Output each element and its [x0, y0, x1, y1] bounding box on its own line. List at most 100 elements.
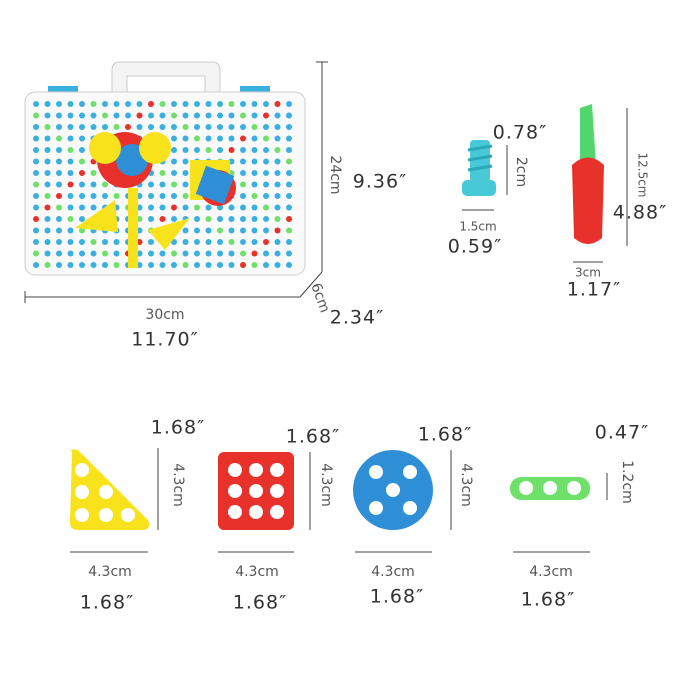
- peg: [90, 181, 97, 188]
- peg: [148, 250, 154, 257]
- dimension-label: 1.68″: [286, 426, 340, 448]
- peg: [251, 135, 258, 142]
- peg: [228, 227, 235, 234]
- peg: [44, 124, 51, 130]
- peg: [136, 112, 143, 119]
- peg: [286, 112, 292, 119]
- peg: [56, 227, 62, 234]
- dimension-label: 4.3cm: [88, 564, 132, 580]
- peg: [251, 250, 258, 257]
- peg: [90, 262, 97, 268]
- peg: [67, 250, 74, 257]
- peg: [274, 262, 281, 268]
- peg: [56, 193, 62, 199]
- peg: [251, 193, 258, 199]
- peg: [182, 101, 189, 107]
- peg: [79, 250, 85, 257]
- peg: [217, 204, 223, 211]
- peg: [205, 239, 212, 245]
- peg: [263, 101, 269, 107]
- peg: [274, 227, 281, 234]
- peg: [274, 181, 281, 188]
- peg: [286, 124, 292, 130]
- bar-piece: [510, 477, 590, 500]
- peg: [205, 135, 212, 142]
- peg: [171, 216, 177, 222]
- peg: [79, 158, 85, 165]
- peg: [67, 262, 74, 268]
- peg: [194, 112, 200, 119]
- peg: [171, 181, 177, 188]
- peg: [274, 158, 281, 165]
- toy-case: [24, 61, 306, 276]
- peg: [44, 227, 51, 234]
- peg: [228, 147, 235, 153]
- peg: [251, 227, 258, 234]
- dimension-label: 1.2cm: [619, 460, 635, 504]
- peg: [79, 135, 85, 142]
- peg: [171, 124, 177, 130]
- peg: [217, 124, 223, 130]
- peg: [194, 227, 200, 234]
- peg: [251, 216, 258, 222]
- peg: [148, 124, 154, 130]
- peg: [182, 193, 189, 199]
- peg: [67, 227, 74, 234]
- peg: [205, 147, 212, 153]
- peg: [274, 147, 281, 153]
- peg: [286, 135, 292, 142]
- peg: [171, 135, 177, 142]
- peg: [217, 216, 223, 222]
- peg: [44, 239, 51, 245]
- dimension-label: 4.88″: [613, 202, 667, 224]
- peg: [194, 135, 200, 142]
- peg: [56, 239, 62, 245]
- peg: [33, 262, 39, 268]
- peg: [240, 239, 246, 245]
- peg: [90, 193, 97, 199]
- peg: [194, 147, 200, 153]
- peg: [136, 101, 143, 107]
- peg: [263, 216, 269, 222]
- peg: [44, 250, 51, 257]
- peg: [90, 170, 97, 176]
- peg: [274, 216, 281, 222]
- triangle-piece: [70, 449, 150, 530]
- peg: [79, 262, 85, 268]
- screwdriver: [572, 104, 604, 244]
- peg: [79, 193, 85, 199]
- peg: [33, 170, 39, 176]
- peg: [67, 135, 74, 142]
- peg: [102, 101, 108, 107]
- round-piece: [353, 450, 433, 530]
- peg: [228, 204, 235, 211]
- dimension-line: [299, 271, 323, 298]
- peg: [194, 262, 200, 268]
- peg: [263, 112, 269, 119]
- peg: [171, 112, 177, 119]
- peg: [263, 262, 269, 268]
- peg: [263, 158, 269, 165]
- peg: [286, 262, 292, 268]
- peg: [274, 135, 281, 142]
- peg: [286, 239, 292, 245]
- peg: [159, 216, 166, 222]
- peg: [263, 239, 269, 245]
- peg: [274, 124, 281, 130]
- peg: [263, 181, 269, 188]
- peg: [286, 101, 292, 107]
- dimension-label: 12.5cm: [636, 152, 650, 197]
- dimension-label: 9.36″: [353, 171, 407, 193]
- peg: [67, 112, 74, 119]
- peg: [90, 124, 97, 130]
- peg: [171, 204, 177, 211]
- peg: [286, 193, 292, 199]
- peg: [171, 193, 177, 199]
- peg: [240, 158, 246, 165]
- peg: [205, 227, 212, 234]
- peg: [251, 204, 258, 211]
- peg: [274, 101, 281, 107]
- peg: [67, 124, 74, 130]
- peg: [159, 262, 166, 268]
- peg: [67, 170, 74, 176]
